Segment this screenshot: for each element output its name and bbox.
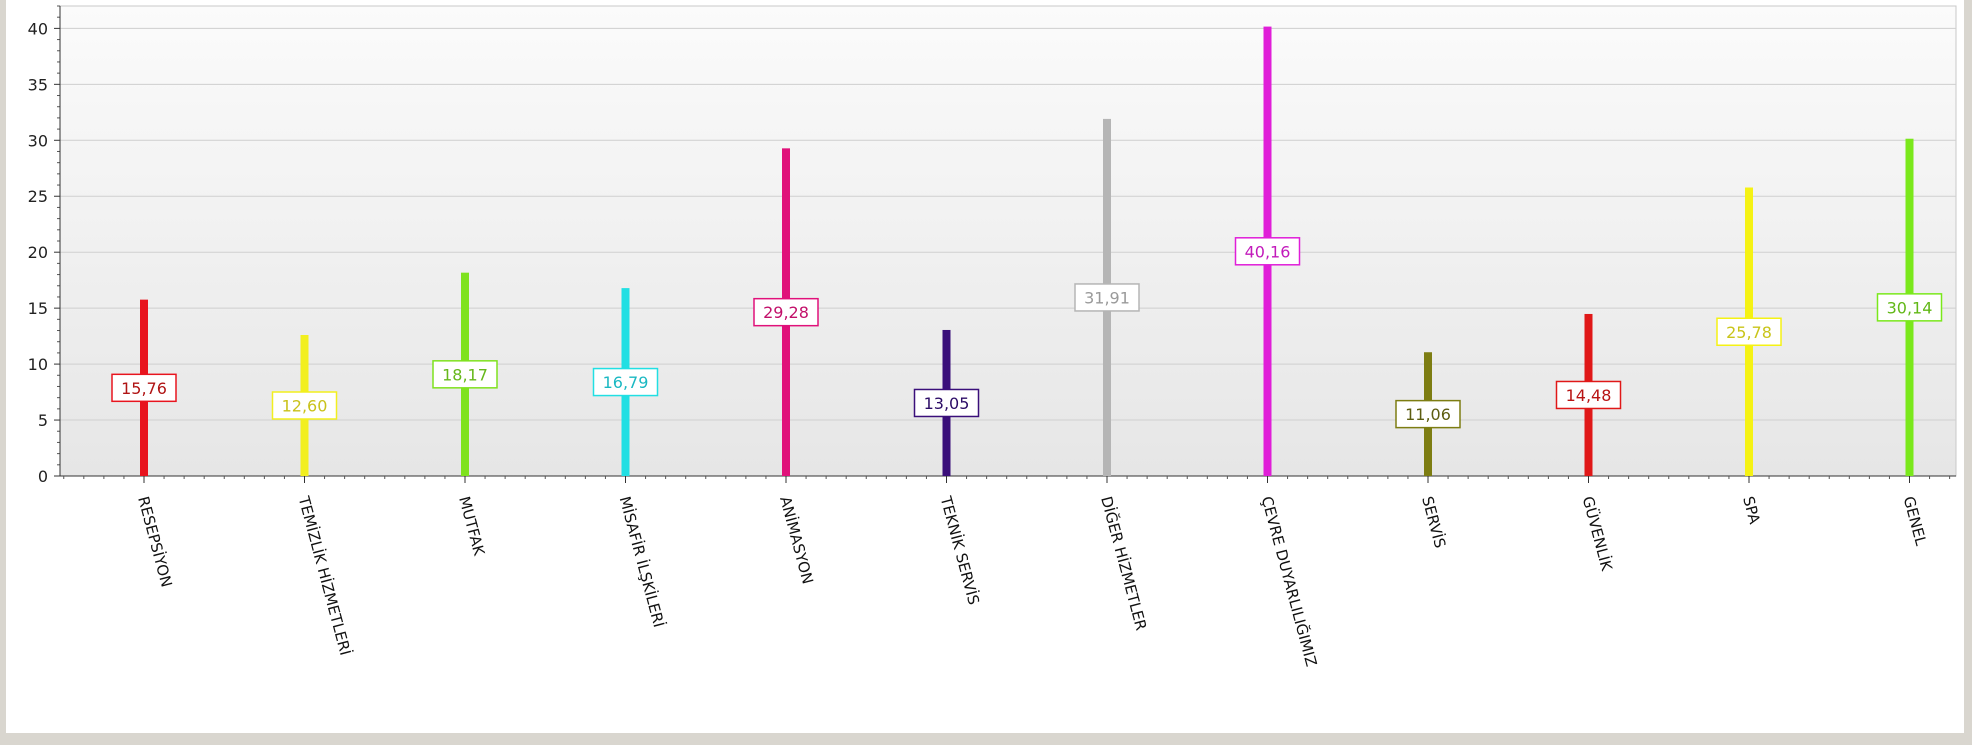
bar-chart: 0 5 10 15 20 25 30 35 40 15,76 12,60 18,17 16,79 29,… xyxy=(28,5,1957,668)
data-label-12: 30,14 xyxy=(1887,298,1933,317)
data-label-box-3 xyxy=(432,360,498,389)
data-label-box-4 xyxy=(592,367,659,397)
x-tick-label-10: GÜVENLİK xyxy=(1579,494,1617,574)
data-label-box-12 xyxy=(1876,293,1943,322)
plot-area xyxy=(59,5,1957,477)
data-label-box-1 xyxy=(111,373,177,403)
data-label-box-8 xyxy=(1234,237,1301,266)
x-tick-label-8: ÇEVRE DUYARLILIĞIMIZ xyxy=(1258,494,1322,668)
x-tick-label-1: RESEPSİYON xyxy=(134,494,176,589)
data-label-box-2 xyxy=(271,391,338,420)
data-label-box-7 xyxy=(1074,283,1140,312)
data-label-5: 29,28 xyxy=(763,303,809,322)
x-tick-label-11: SPA xyxy=(1739,494,1764,526)
category-labels: RESEPSİYON TEMİZLİK HİZMETLERİ MUTFAK MİSAF… xyxy=(134,493,1930,668)
y-tick-label-15: 15 xyxy=(28,299,48,318)
y-tick-label-30: 30 xyxy=(28,131,48,150)
data-label-8: 40,16 xyxy=(1245,242,1291,261)
data-label-1: 15,76 xyxy=(121,379,167,398)
y-tick-label-40: 40 xyxy=(28,19,48,38)
data-label-box-11 xyxy=(1716,317,1782,347)
data-label-2: 12,60 xyxy=(282,397,328,416)
axes: 0 5 10 15 20 25 30 35 40 xyxy=(28,5,1956,486)
x-tick-label-2: TEMİZLİK HİZMETLERİ xyxy=(294,493,355,657)
data-labels: 15,76 12,60 18,17 16,79 29,28 13,05 31,91 40,16… xyxy=(111,237,1943,429)
data-label-box-10 xyxy=(1555,380,1622,410)
y-tick-label-10: 10 xyxy=(28,355,48,374)
y-tick-label-0: 0 xyxy=(38,467,48,486)
data-label-9: 11,06 xyxy=(1405,405,1451,424)
y-tick-label-20: 20 xyxy=(28,243,48,262)
data-label-4: 16,79 xyxy=(603,373,649,392)
data-label-6: 13,05 xyxy=(924,394,970,413)
data-label-box-5 xyxy=(753,297,819,327)
x-tick-label-3: MUTFAK xyxy=(455,494,488,558)
x-tick-label-7: DİĞER HİZMETLER xyxy=(1097,494,1151,632)
x-tick-label-5: ANİMASYON xyxy=(776,494,818,586)
y-tick-label-5: 5 xyxy=(38,411,48,430)
gridlines xyxy=(60,27,1956,421)
data-label-11: 25,78 xyxy=(1726,323,1772,342)
data-label-3: 18,17 xyxy=(442,365,488,384)
y-tick-label-25: 25 xyxy=(28,187,48,206)
data-label-box-6 xyxy=(913,388,980,418)
data-label-10: 14,48 xyxy=(1566,386,1612,405)
x-tick-label-9: SERVİS xyxy=(1418,494,1450,550)
data-label-7: 31,91 xyxy=(1084,288,1130,307)
y-tick-label-35: 35 xyxy=(28,75,48,94)
chart: 0 5 10 15 20 25 30 35 40 15,76 12,60 18,17 16,79 29,… xyxy=(6,0,1964,733)
x-tick-label-6: TEKNİK SERVİS xyxy=(936,493,983,607)
x-tick-label-4: MİSAFİR İLŞKİLERİ xyxy=(616,494,669,629)
x-tick-label-12: GENEL xyxy=(1900,494,1931,548)
data-label-box-9 xyxy=(1395,399,1461,429)
